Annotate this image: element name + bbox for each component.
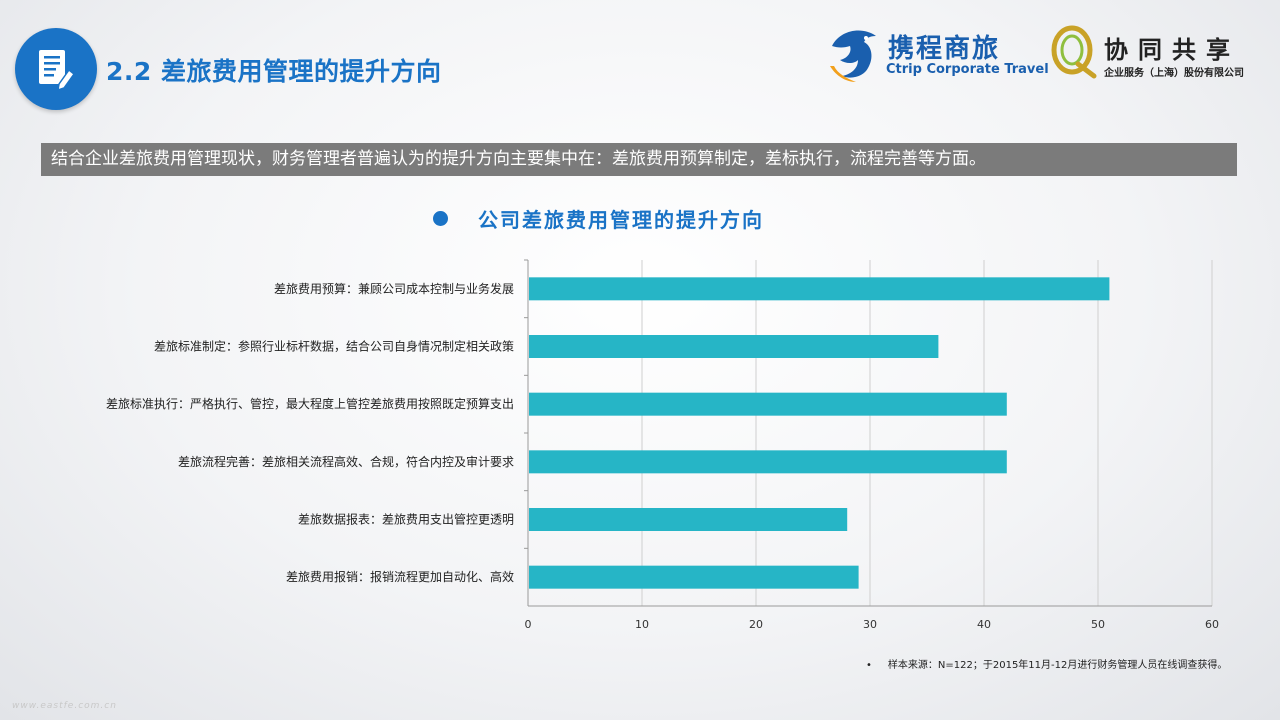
dolphin-icon — [830, 30, 876, 82]
footnote-text: 样本来源：N=122；于2015年11月-12月进行财务管理人员在线调查获得。 — [887, 660, 1228, 671]
bar — [529, 508, 848, 531]
watermark: www.eastfe.com.cn — [12, 701, 117, 711]
bar — [529, 335, 939, 358]
x-tick-label: 20 — [749, 618, 763, 631]
x-tick-label: 50 — [1091, 618, 1105, 631]
chart-header: 公司差旅费用管理的提升方向 — [433, 204, 764, 233]
category-label: 差旅流程完善：差旅相关流程高效、合规，符合内控及审计要求 — [178, 454, 514, 469]
xietong-logo-cn: 协同共享 — [1104, 36, 1240, 64]
chart-title: 公司差旅费用管理的提升方向 — [478, 208, 764, 232]
bar — [529, 565, 859, 589]
xietong-logo-sub: 企业服务（上海）股份有限公司 — [1104, 68, 1244, 79]
xietong-logo: 协同共享 企业服务（上海）股份有限公司 — [1048, 22, 1260, 82]
category-label: 差旅费用预算：兼顾公司成本控制与业务发展 — [274, 281, 514, 296]
footnote: • 样本来源：N=122；于2015年11月-12月进行财务管理人员在线调查获得。 — [866, 656, 1227, 671]
x-tick-label: 30 — [863, 618, 877, 631]
category-label: 差旅标准执行：严格执行、管控，最大程度上管控差旅费用按照既定预算支出 — [106, 396, 514, 411]
bar — [529, 277, 1110, 301]
category-label: 差旅费用报销：报销流程更加自动化、高效 — [286, 569, 514, 584]
x-tick-label: 40 — [977, 618, 991, 631]
footnote-bullet: • — [866, 660, 872, 671]
xietong-emblem-icon — [1051, 25, 1097, 79]
header-document-icon — [15, 28, 97, 110]
bar — [529, 450, 1007, 474]
summary-banner: 结合企业差旅费用管理现状，财务管理者普遍认为的提升方向主要集中在：差旅费用预算制… — [41, 143, 1237, 176]
page-title: 2.2 差旅费用管理的提升方向 — [106, 57, 442, 86]
ctrip-logo-en: Ctrip Corporate Travel — [886, 62, 1049, 77]
category-label: 差旅标准制定：参照行业标杆数据，结合公司自身情况制定相关政策 — [154, 339, 514, 354]
x-tick-label: 60 — [1205, 618, 1219, 631]
x-tick-label: 10 — [635, 618, 649, 631]
category-label: 差旅数据报表：差旅费用支出管控更透明 — [298, 512, 514, 527]
chart-title-bullet — [433, 211, 448, 226]
bar — [529, 392, 1007, 416]
ctrip-logo-cn: 携程商旅 — [888, 34, 1001, 64]
ctrip-logo: 携程商旅 Ctrip Corporate Travel — [826, 24, 1049, 84]
x-tick-label: 0 — [525, 618, 532, 631]
document-pen-icon — [39, 50, 76, 92]
